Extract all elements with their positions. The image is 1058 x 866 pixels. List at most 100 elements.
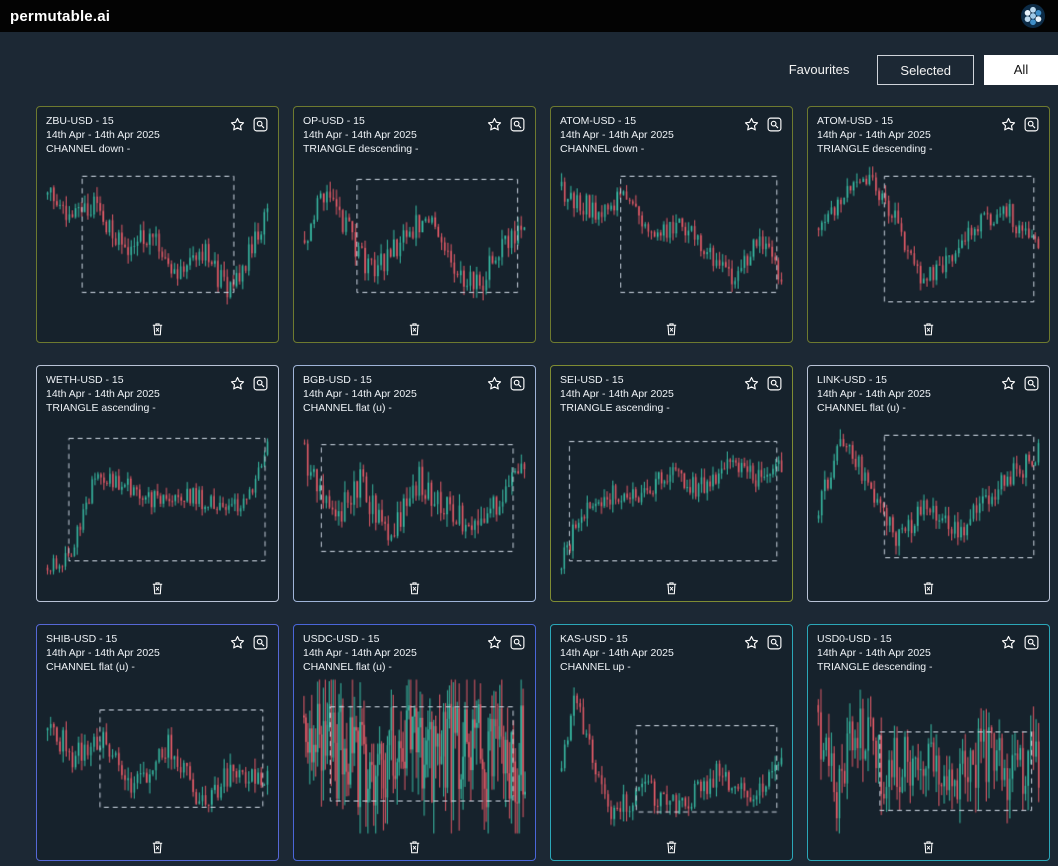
- delete-icon[interactable]: [150, 321, 165, 337]
- card-date-range: 14th Apr - 14th Apr 2025: [46, 388, 160, 400]
- delete-icon[interactable]: [664, 321, 679, 337]
- zoom-icon[interactable]: [252, 116, 269, 133]
- pattern-card[interactable]: BGB-USD - 15 14th Apr - 14th Apr 2025 CH…: [293, 365, 536, 602]
- card-header: WETH-USD - 15 14th Apr - 14th Apr 2025 T…: [46, 373, 269, 415]
- card-header: BGB-USD - 15 14th Apr - 14th Apr 2025 CH…: [303, 373, 526, 415]
- card-meta: ATOM-USD - 15 14th Apr - 14th Apr 2025 T…: [817, 114, 933, 156]
- favourite-star-icon[interactable]: [1000, 116, 1017, 133]
- card-header: KAS-USD - 15 14th Apr - 14th Apr 2025 CH…: [560, 632, 783, 674]
- card-symbol: LINK-USD - 15: [817, 374, 888, 386]
- delete-icon[interactable]: [664, 839, 679, 855]
- permutable-logo-icon[interactable]: [1020, 3, 1046, 29]
- card-pattern-label: TRIANGLE descending -: [817, 661, 933, 673]
- candlestick-chart: [303, 419, 526, 576]
- zoom-icon[interactable]: [509, 116, 526, 133]
- zoom-icon[interactable]: [1023, 634, 1040, 651]
- card-pattern-label: TRIANGLE ascending -: [560, 402, 670, 414]
- favourite-star-icon[interactable]: [1000, 634, 1017, 651]
- card-date-range: 14th Apr - 14th Apr 2025: [303, 388, 417, 400]
- card-header: SHIB-USD - 15 14th Apr - 14th Apr 2025 C…: [46, 632, 269, 674]
- candlestick-chart: [560, 419, 783, 576]
- tab-selected[interactable]: Selected: [877, 55, 974, 85]
- favourite-star-icon[interactable]: [743, 116, 760, 133]
- card-meta: ZBU-USD - 15 14th Apr - 14th Apr 2025 CH…: [46, 114, 160, 156]
- candlestick-chart: [817, 678, 1040, 835]
- pattern-card[interactable]: ATOM-USD - 15 14th Apr - 14th Apr 2025 T…: [807, 106, 1050, 343]
- zoom-icon[interactable]: [509, 634, 526, 651]
- tab-bar: Favourites Selected All: [0, 54, 1058, 85]
- card-date-range: 14th Apr - 14th Apr 2025: [817, 388, 931, 400]
- card-symbol: KAS-USD - 15: [560, 633, 628, 645]
- top-bar: permutable.ai: [0, 0, 1058, 32]
- delete-icon[interactable]: [150, 839, 165, 855]
- pattern-card[interactable]: WETH-USD - 15 14th Apr - 14th Apr 2025 T…: [36, 365, 279, 602]
- tab-all[interactable]: All: [984, 55, 1058, 85]
- card-header: SEI-USD - 15 14th Apr - 14th Apr 2025 TR…: [560, 373, 783, 415]
- card-date-range: 14th Apr - 14th Apr 2025: [303, 129, 417, 141]
- favourite-star-icon[interactable]: [486, 634, 503, 651]
- candlestick-chart: [817, 160, 1040, 317]
- card-pattern-label: TRIANGLE descending -: [817, 143, 933, 155]
- candlestick-chart: [303, 678, 526, 835]
- card-pattern-label: TRIANGLE ascending -: [46, 402, 156, 414]
- candlestick-chart: [46, 419, 269, 576]
- zoom-icon[interactable]: [252, 375, 269, 392]
- card-meta: USDC-USD - 15 14th Apr - 14th Apr 2025 C…: [303, 632, 417, 674]
- card-meta: BGB-USD - 15 14th Apr - 14th Apr 2025 CH…: [303, 373, 417, 415]
- delete-icon[interactable]: [150, 580, 165, 596]
- zoom-icon[interactable]: [766, 375, 783, 392]
- zoom-icon[interactable]: [1023, 375, 1040, 392]
- tab-favourites[interactable]: Favourites: [788, 62, 850, 77]
- zoom-icon[interactable]: [1023, 116, 1040, 133]
- zoom-icon[interactable]: [509, 375, 526, 392]
- delete-icon[interactable]: [664, 580, 679, 596]
- card-symbol: SHIB-USD - 15: [46, 633, 118, 645]
- delete-icon[interactable]: [921, 839, 936, 855]
- candlestick-chart: [560, 678, 783, 835]
- favourite-star-icon[interactable]: [229, 634, 246, 651]
- favourite-star-icon[interactable]: [743, 375, 760, 392]
- candlestick-chart: [303, 160, 526, 317]
- favourite-star-icon[interactable]: [486, 116, 503, 133]
- favourite-star-icon[interactable]: [743, 634, 760, 651]
- zoom-icon[interactable]: [252, 634, 269, 651]
- delete-icon[interactable]: [407, 321, 422, 337]
- card-meta: OP-USD - 15 14th Apr - 14th Apr 2025 TRI…: [303, 114, 419, 156]
- pattern-card[interactable]: SHIB-USD - 15 14th Apr - 14th Apr 2025 C…: [36, 624, 279, 861]
- pattern-card[interactable]: SEI-USD - 15 14th Apr - 14th Apr 2025 TR…: [550, 365, 793, 602]
- pattern-card[interactable]: USD0-USD - 15 14th Apr - 14th Apr 2025 T…: [807, 624, 1050, 861]
- candlestick-chart: [560, 160, 783, 317]
- pattern-card[interactable]: OP-USD - 15 14th Apr - 14th Apr 2025 TRI…: [293, 106, 536, 343]
- pattern-card[interactable]: ZBU-USD - 15 14th Apr - 14th Apr 2025 CH…: [36, 106, 279, 343]
- card-symbol: ATOM-USD - 15: [817, 115, 894, 127]
- card-symbol: USD0-USD - 15: [817, 633, 892, 645]
- card-date-range: 14th Apr - 14th Apr 2025: [46, 129, 160, 141]
- pattern-card[interactable]: ATOM-USD - 15 14th Apr - 14th Apr 2025 C…: [550, 106, 793, 343]
- card-date-range: 14th Apr - 14th Apr 2025: [560, 388, 674, 400]
- card-symbol: ZBU-USD - 15: [46, 115, 114, 127]
- pattern-card[interactable]: USDC-USD - 15 14th Apr - 14th Apr 2025 C…: [293, 624, 536, 861]
- pattern-card[interactable]: LINK-USD - 15 14th Apr - 14th Apr 2025 C…: [807, 365, 1050, 602]
- card-meta: SEI-USD - 15 14th Apr - 14th Apr 2025 TR…: [560, 373, 674, 415]
- card-date-range: 14th Apr - 14th Apr 2025: [560, 647, 674, 659]
- card-pattern-label: TRIANGLE descending -: [303, 143, 419, 155]
- brand-logo-text[interactable]: permutable.ai: [10, 7, 111, 25]
- delete-icon[interactable]: [407, 839, 422, 855]
- favourite-star-icon[interactable]: [229, 116, 246, 133]
- card-symbol: BGB-USD - 15: [303, 374, 372, 386]
- zoom-icon[interactable]: [766, 634, 783, 651]
- favourite-star-icon[interactable]: [1000, 375, 1017, 392]
- favourite-star-icon[interactable]: [229, 375, 246, 392]
- favourite-star-icon[interactable]: [486, 375, 503, 392]
- card-pattern-label: CHANNEL flat (u) -: [303, 661, 392, 673]
- card-date-range: 14th Apr - 14th Apr 2025: [46, 647, 160, 659]
- card-header: ZBU-USD - 15 14th Apr - 14th Apr 2025 CH…: [46, 114, 269, 156]
- pattern-card[interactable]: KAS-USD - 15 14th Apr - 14th Apr 2025 CH…: [550, 624, 793, 861]
- delete-icon[interactable]: [921, 321, 936, 337]
- delete-icon[interactable]: [921, 580, 936, 596]
- zoom-icon[interactable]: [766, 116, 783, 133]
- card-pattern-label: CHANNEL up -: [560, 661, 631, 673]
- card-symbol: SEI-USD - 15: [560, 374, 624, 386]
- delete-icon[interactable]: [407, 580, 422, 596]
